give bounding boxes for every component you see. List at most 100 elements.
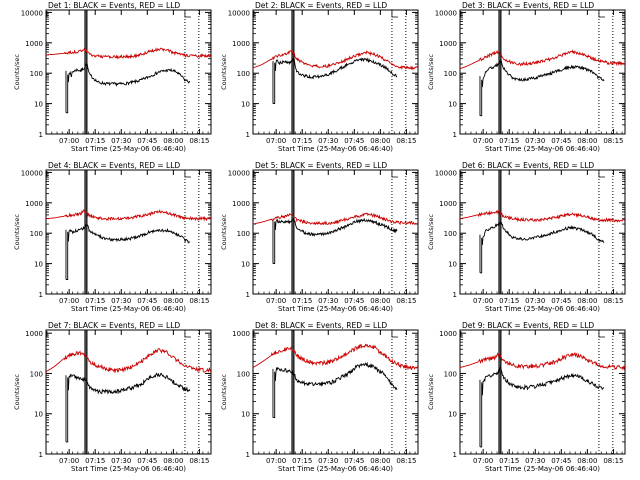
chart-panel-7: 1 10 100 1000 07:00 07:15 07:30 07:45 08:00 08:15… [13, 321, 212, 473]
chart-panel-1: 1 10 100 1000 10000 07:00 07:15 07:30 07:45 08:00… [13, 1, 212, 153]
x-tick-label: 07:00 [59, 297, 79, 305]
x-tick-label: 07:15 [292, 137, 312, 145]
y-tick-label: 10000 [21, 169, 43, 177]
bracket-mark [391, 331, 398, 338]
chart-panel-6: 1 10 100 1000 10000 07:00 07:15 07:30 07:45 08:00… [427, 161, 626, 313]
chart-title: Det 8: BLACK = Events, RED = LLD [255, 321, 387, 330]
y-tick-label: 1000 [439, 40, 457, 48]
x-tick-label: 07:30 [525, 297, 545, 305]
y-tick-label: 1000 [232, 40, 250, 48]
x-axis-label: Start Time (25-May-06 06:46:40) [485, 305, 600, 313]
y-tick-label: 10000 [228, 169, 250, 177]
x-tick-label: 07:30 [111, 137, 131, 145]
events-series-line [480, 365, 605, 448]
x-tick-label: 07:15 [85, 457, 105, 465]
x-tick-label: 07:45 [551, 297, 571, 305]
x-tick-label: 08:15 [396, 137, 416, 145]
x-tick-label: 07:45 [137, 297, 157, 305]
plot-frame [459, 9, 626, 135]
y-axis-label: Counts/sec [13, 214, 21, 250]
chart-title: Det 6: BLACK = Events, RED = LLD [462, 161, 594, 170]
bracket-mark [391, 11, 398, 18]
chart-title: Det 1: BLACK = Events, RED = LLD [48, 1, 180, 10]
x-axis-label: Start Time (25-May-06 06:46:40) [278, 465, 393, 473]
lld-series-line [45, 348, 212, 374]
x-tick-label: 07:00 [266, 297, 286, 305]
chart-title: Det 9: BLACK = Events, RED = LLD [462, 321, 594, 330]
x-tick-label: 07:00 [266, 457, 286, 465]
y-axis-label: Counts/sec [220, 214, 228, 250]
y-tick-label: 1000 [25, 40, 43, 48]
x-axis-label: Start Time (25-May-06 06:46:40) [485, 465, 600, 473]
plot-frame [459, 329, 626, 455]
y-tick-label: 10 [34, 261, 43, 269]
y-tick-label: 10 [448, 261, 457, 269]
bracket-mark [598, 171, 605, 178]
bracket-mark [184, 331, 191, 338]
x-tick-label: 08:15 [189, 297, 209, 305]
x-tick-label: 07:00 [59, 137, 79, 145]
x-tick-label: 07:45 [344, 137, 364, 145]
chart-panel-5: 1 10 100 1000 10000 07:00 07:15 07:30 07:45 08:00… [220, 161, 419, 313]
x-tick-label: 07:45 [551, 137, 571, 145]
y-tick-label: 1000 [25, 200, 43, 208]
plot-frame [252, 329, 419, 455]
y-tick-label: 1000 [439, 200, 457, 208]
x-axis-label: Start Time (25-May-06 06:46:40) [71, 305, 186, 313]
chart-title: Det 7: BLACK = Events, RED = LLD [48, 321, 180, 330]
y-tick-label: 1 [453, 451, 457, 459]
x-tick-label: 08:15 [189, 457, 209, 465]
x-tick-label: 07:15 [499, 297, 519, 305]
events-series-line [273, 57, 398, 105]
x-tick-label: 07:45 [137, 457, 157, 465]
y-tick-label: 100 [237, 230, 250, 238]
x-tick-label: 07:45 [551, 457, 571, 465]
bracket-mark [184, 11, 191, 18]
y-tick-label: 10 [241, 101, 250, 109]
lld-series-line [252, 343, 418, 371]
events-series-line [66, 63, 191, 114]
x-axis-label: Start Time (25-May-06 06:46:40) [485, 145, 600, 153]
y-tick-label: 1000 [25, 330, 43, 338]
plot-frame [252, 169, 419, 295]
y-tick-label: 100 [444, 230, 457, 238]
y-tick-label: 10 [448, 101, 457, 109]
y-tick-label: 1 [453, 131, 457, 139]
x-tick-label: 08:00 [163, 457, 183, 465]
x-tick-label: 07:15 [499, 137, 519, 145]
y-tick-label: 1 [246, 451, 250, 459]
y-tick-label: 10000 [435, 9, 457, 17]
y-tick-label: 10 [34, 101, 43, 109]
x-tick-label: 07:30 [525, 457, 545, 465]
x-tick-label: 07:30 [525, 137, 545, 145]
x-tick-label: 07:00 [266, 137, 286, 145]
lld-series-line [46, 47, 212, 60]
y-tick-label: 1 [39, 131, 43, 139]
x-tick-label: 07:15 [85, 137, 105, 145]
chart-panel-3: 1 10 100 1000 10000 07:00 07:15 07:30 07:45 08:00… [427, 1, 626, 153]
y-axis-label: Counts/sec [427, 374, 435, 410]
x-tick-label: 08:00 [370, 137, 390, 145]
events-series-line [273, 361, 398, 419]
lld-series-line [459, 351, 626, 371]
y-tick-label: 1000 [232, 200, 250, 208]
plot-frame [459, 169, 626, 295]
y-tick-label: 1 [453, 291, 457, 299]
y-tick-label: 10 [241, 261, 250, 269]
y-tick-label: 100 [444, 370, 457, 378]
y-axis-label: Counts/sec [13, 374, 21, 410]
x-tick-label: 08:00 [577, 457, 597, 465]
plot-frame [45, 169, 212, 295]
y-tick-label: 1 [39, 451, 43, 459]
chart-title: Det 2: BLACK = Events, RED = LLD [255, 1, 387, 10]
x-tick-label: 07:30 [318, 297, 338, 305]
events-series-line [66, 224, 191, 280]
y-tick-label: 100 [444, 70, 457, 78]
plot-frame [45, 329, 212, 455]
chart-panel-4: 1 10 100 1000 10000 07:00 07:15 07:30 07:45 08:00… [13, 161, 212, 313]
x-tick-label: 07:30 [111, 297, 131, 305]
bracket-mark [598, 11, 605, 18]
bracket-mark [391, 171, 398, 178]
y-tick-label: 1 [246, 131, 250, 139]
